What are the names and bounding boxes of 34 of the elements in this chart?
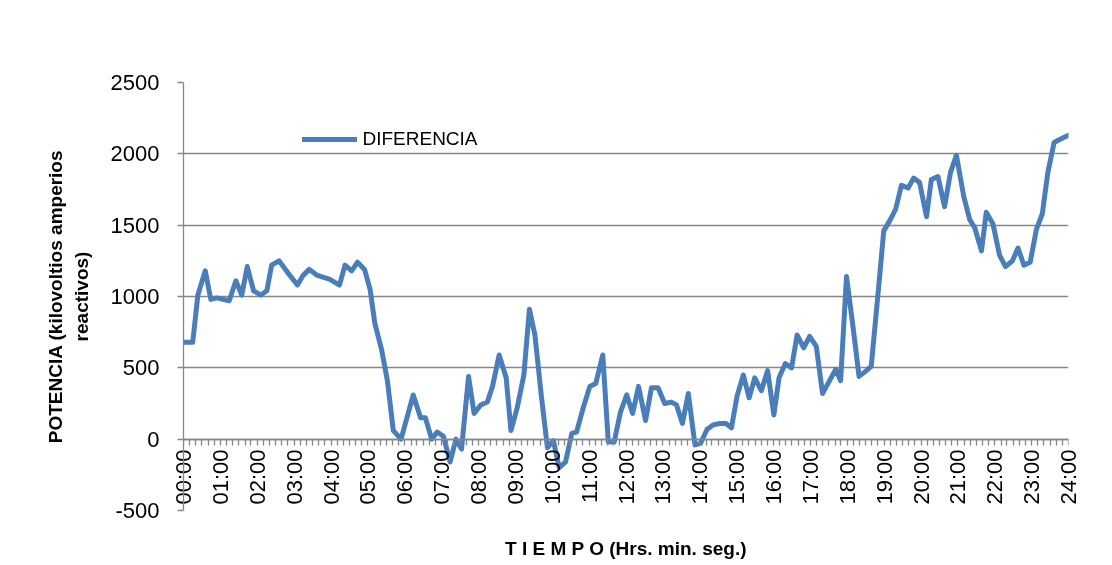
x-tick-label: 06:00: [392, 449, 418, 505]
x-tick-label: 04:00: [318, 449, 344, 505]
y-tick-label: -500: [115, 498, 160, 523]
x-tick-label: 12:00: [613, 449, 639, 505]
y-tick-label: 500: [122, 355, 160, 381]
x-tick-label: 09:00: [502, 449, 528, 505]
x-tick-label: 08:00: [466, 449, 491, 505]
x-tick-label: 05:00: [355, 449, 381, 505]
y-tick-label: 2500: [110, 70, 160, 95]
x-tick-label: 23:00: [1019, 449, 1045, 505]
x-axis-title: T I E M P O (Hrs. min. seg.): [505, 537, 747, 559]
x-tick-label: 11:00: [576, 449, 602, 503]
x-tick-label: 18:00: [834, 449, 860, 505]
x-tick-label: 21:00: [945, 449, 971, 505]
x-tick-label: 01:00: [207, 449, 233, 505]
y-tick-label: 0: [147, 426, 160, 452]
x-tick-label: 16:00: [761, 449, 786, 505]
x-tick-label: 03:00: [281, 449, 307, 505]
x-tick-label: 22:00: [982, 449, 1008, 505]
y-tick-label: 1500: [110, 212, 160, 238]
x-tick-label: 19:00: [871, 449, 897, 505]
x-tick-label: 14:00: [687, 449, 713, 505]
x-tick-label: 02:00: [244, 449, 270, 505]
y-tick-label: 2000: [110, 141, 160, 167]
x-tick-label: 13:00: [650, 449, 676, 505]
y-tick-label: 1000: [110, 284, 160, 309]
x-tick-label: 24:00: [1056, 449, 1081, 505]
x-tick-label: 15:00: [724, 449, 750, 505]
x-tick-label: 20:00: [908, 449, 934, 505]
legend-label: DIFERENCIA: [362, 128, 478, 151]
x-tick-label: 07:00: [429, 449, 455, 505]
x-tick-label: 10:00: [539, 449, 565, 505]
x-tick-label: 17:00: [797, 449, 823, 505]
y-axis-title: POTENCIA (kilovoltios amperios reactivos): [45, 150, 92, 444]
